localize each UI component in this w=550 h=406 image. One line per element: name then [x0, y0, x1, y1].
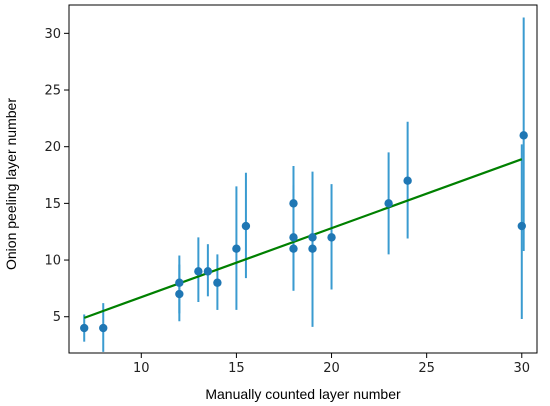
data-point	[289, 199, 298, 208]
data-point	[194, 267, 203, 276]
x-tick-label: 15	[228, 361, 245, 376]
data-point	[308, 233, 317, 242]
data-point	[99, 323, 108, 333]
y-axis-ticks: 5 10 15 20 25 30	[44, 27, 69, 325]
data-point	[175, 289, 184, 299]
data-point	[232, 244, 241, 253]
data-point	[241, 221, 251, 231]
x-tick-label: 30	[514, 361, 531, 376]
x-axis-ticks: 10 15 20 25 30	[133, 353, 530, 376]
y-tick-label: 30	[44, 27, 61, 42]
plot-frame	[68, 4, 538, 354]
data-point	[384, 199, 393, 208]
x-tick-label: 10	[133, 361, 150, 376]
y-tick-label: 25	[44, 84, 61, 99]
data-point	[327, 233, 336, 242]
x-tick-label: 25	[418, 361, 435, 376]
data-point	[80, 323, 89, 333]
y-tick-label: 5	[53, 310, 61, 325]
y-tick-label: 15	[44, 197, 61, 212]
data-point	[289, 244, 298, 253]
data-point	[175, 278, 184, 287]
data-point	[308, 244, 317, 253]
data-point	[203, 267, 213, 276]
y-tick-label: 10	[44, 254, 61, 269]
x-tick-label: 20	[323, 361, 340, 376]
x-axis-title: Manually counted layer number	[205, 386, 401, 402]
y-tick-label: 20	[44, 140, 61, 155]
data-point	[289, 233, 298, 242]
fit-line	[83, 158, 523, 319]
data-point	[519, 131, 528, 140]
fit-line-layer	[83, 158, 523, 319]
data-point	[403, 176, 412, 185]
data-point	[213, 278, 222, 287]
point-layer	[80, 131, 528, 333]
y-axis-title: Onion peeling layer number	[3, 98, 19, 270]
data-point	[517, 221, 526, 231]
